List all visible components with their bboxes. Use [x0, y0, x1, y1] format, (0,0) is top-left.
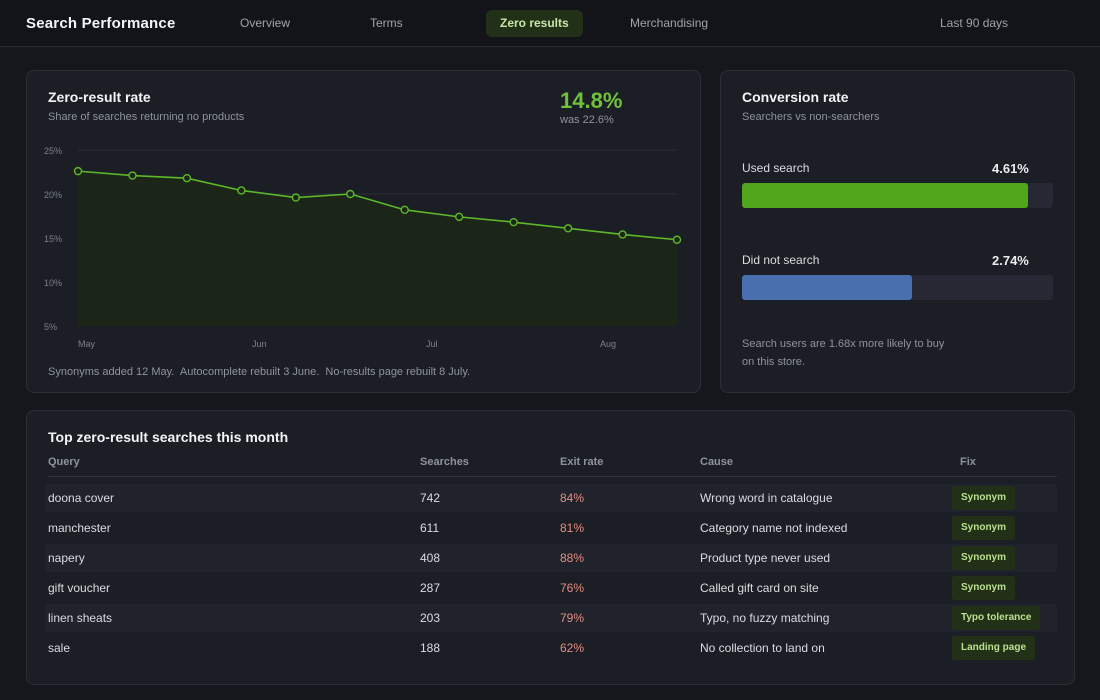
fix-badge[interactable]: Synonym: [952, 576, 1016, 600]
query-cell: napery: [48, 551, 85, 565]
table-row: sale 188 62% No collection to land on La…: [46, 634, 1057, 662]
table-row: linen sheats 203 79% Typo, no fuzzy matc…: [46, 604, 1057, 632]
fix-badge[interactable]: Synonym: [952, 516, 1016, 540]
top-bar: Search Performance Overview Terms Zero r…: [0, 0, 1100, 47]
used-search-label: Used search: [742, 161, 810, 175]
previous-rate-value: was 22.6%: [560, 114, 614, 126]
y-tick-label: 10%: [44, 278, 62, 288]
current-rate-value: 14.8%: [560, 88, 623, 113]
cause-cell: No collection to land on: [700, 641, 825, 655]
column-header-fix: Fix: [960, 456, 976, 468]
searches-cell: 611: [420, 521, 440, 535]
query-cell: doona cover: [48, 491, 115, 505]
series-line: [77, 170, 678, 241]
cause-cell: Wrong word in catalogue: [700, 491, 833, 505]
tab-merchandising[interactable]: Merchandising: [630, 16, 709, 30]
data-point: [291, 193, 301, 202]
x-tick-label: May: [78, 339, 96, 349]
searches-cell: 742: [420, 491, 441, 505]
fix-badge[interactable]: Synonym: [952, 486, 1016, 510]
exit-rate-cell: 81%: [560, 521, 585, 535]
date-range-selector[interactable]: Last 90 days: [940, 16, 1009, 30]
fix-badge[interactable]: Synonym: [952, 546, 1016, 570]
tab-zero-results[interactable]: Zero results: [486, 10, 583, 37]
column-header-searches: Searches: [420, 456, 469, 468]
data-point: [346, 189, 355, 199]
did-not-search-value: 2.74%: [992, 253, 1029, 268]
table-row: doona cover 742 84% Wrong word in catalo…: [46, 484, 1057, 512]
exit-rate-cell: 79%: [560, 611, 585, 625]
searches-cell: 287: [420, 581, 441, 595]
used-search-value: 4.61%: [992, 161, 1029, 176]
card-subtitle: Searchers vs non-searchers: [742, 111, 880, 123]
top-zero-result-searches-card: Top zero-result searches this month Quer…: [26, 410, 1075, 685]
data-point: [128, 171, 137, 180]
app-title: Search Performance: [26, 15, 176, 32]
column-header-exit-rate: Exit rate: [560, 456, 604, 468]
zero-result-rate-card: 25% 20% 15% 10% 5% May Jun Jul Aug Zero-result r…: [26, 70, 701, 393]
y-tick-label: 25%: [44, 146, 62, 156]
table-row: gift voucher 287 76% Called gift card on…: [46, 574, 1057, 602]
exit-rate-cell: 88%: [560, 551, 585, 565]
column-header-cause: Cause: [700, 456, 734, 468]
zero-result-rate-chart: 25% 20% 15% 10% 5% May Jun Jul Aug: [44, 146, 682, 349]
used-search-bar-track: [742, 183, 1053, 208]
exit-rate-cell: 84%: [560, 491, 585, 505]
data-point: [400, 205, 409, 215]
column-header-query: Query: [48, 456, 80, 468]
data-point: [182, 173, 192, 183]
data-point: [563, 224, 573, 233]
data-point: [237, 186, 246, 195]
series-area: [78, 171, 677, 326]
searches-cell: 188: [420, 641, 441, 655]
data-point: [73, 166, 83, 176]
query-cell: linen sheats: [48, 611, 113, 625]
header-divider: [48, 476, 1057, 477]
data-point: [618, 230, 627, 239]
table-row: manchester 611 81% Category name not ind…: [46, 514, 1057, 542]
table-row: napery 408 88% Product type never used S…: [46, 544, 1057, 572]
query-cell: manchester: [48, 521, 111, 535]
cause-cell: Product type never used: [700, 551, 831, 565]
tab-terms[interactable]: Terms: [370, 16, 403, 30]
data-point: [672, 235, 682, 244]
query-cell: gift voucher: [48, 581, 111, 595]
did-not-search-label: Did not search: [742, 253, 820, 267]
query-cell: sale: [48, 641, 71, 655]
x-tick-label: Jul: [426, 339, 438, 349]
exit-rate-cell: 62%: [560, 641, 585, 655]
fix-badge[interactable]: Landing page: [952, 636, 1035, 660]
table-title: Top zero-result searches this month: [48, 429, 289, 445]
cause-cell: Called gift card on site: [700, 581, 819, 595]
card-subtitle: Share of searches returning no products: [48, 111, 245, 123]
y-tick-label: 15%: [44, 234, 62, 244]
did-not-search-bar-track: [742, 275, 1053, 300]
conversion-rate-card: Conversion rate Searchers vs non-searche…: [720, 70, 1075, 393]
y-tick-label: 20%: [44, 190, 62, 200]
x-tick-label: Aug: [600, 339, 616, 349]
searches-cell: 203: [420, 611, 441, 625]
used-search-bar: [742, 183, 1029, 208]
data-point: [509, 217, 518, 227]
x-tick-label: Jun: [252, 339, 267, 349]
conversion-note: Search users are 1.68x more likely to bu…: [742, 338, 945, 368]
fix-badge[interactable]: Typo tolerance: [952, 606, 1041, 630]
did-not-search-bar: [742, 275, 913, 300]
chart-footnote: Synonyms added 12 May. Autocomplete rebu…: [48, 366, 471, 378]
card-title: Zero-result rate: [48, 89, 151, 105]
y-tick-label: 5%: [44, 322, 57, 332]
card-title: Conversion rate: [742, 89, 849, 105]
searches-cell: 408: [420, 551, 441, 565]
cause-cell: Typo, no fuzzy matching: [700, 611, 830, 625]
tab-overview[interactable]: Overview: [240, 16, 291, 30]
data-point: [454, 212, 464, 222]
cause-cell: Category name not indexed: [700, 521, 848, 535]
exit-rate-cell: 76%: [560, 581, 585, 595]
